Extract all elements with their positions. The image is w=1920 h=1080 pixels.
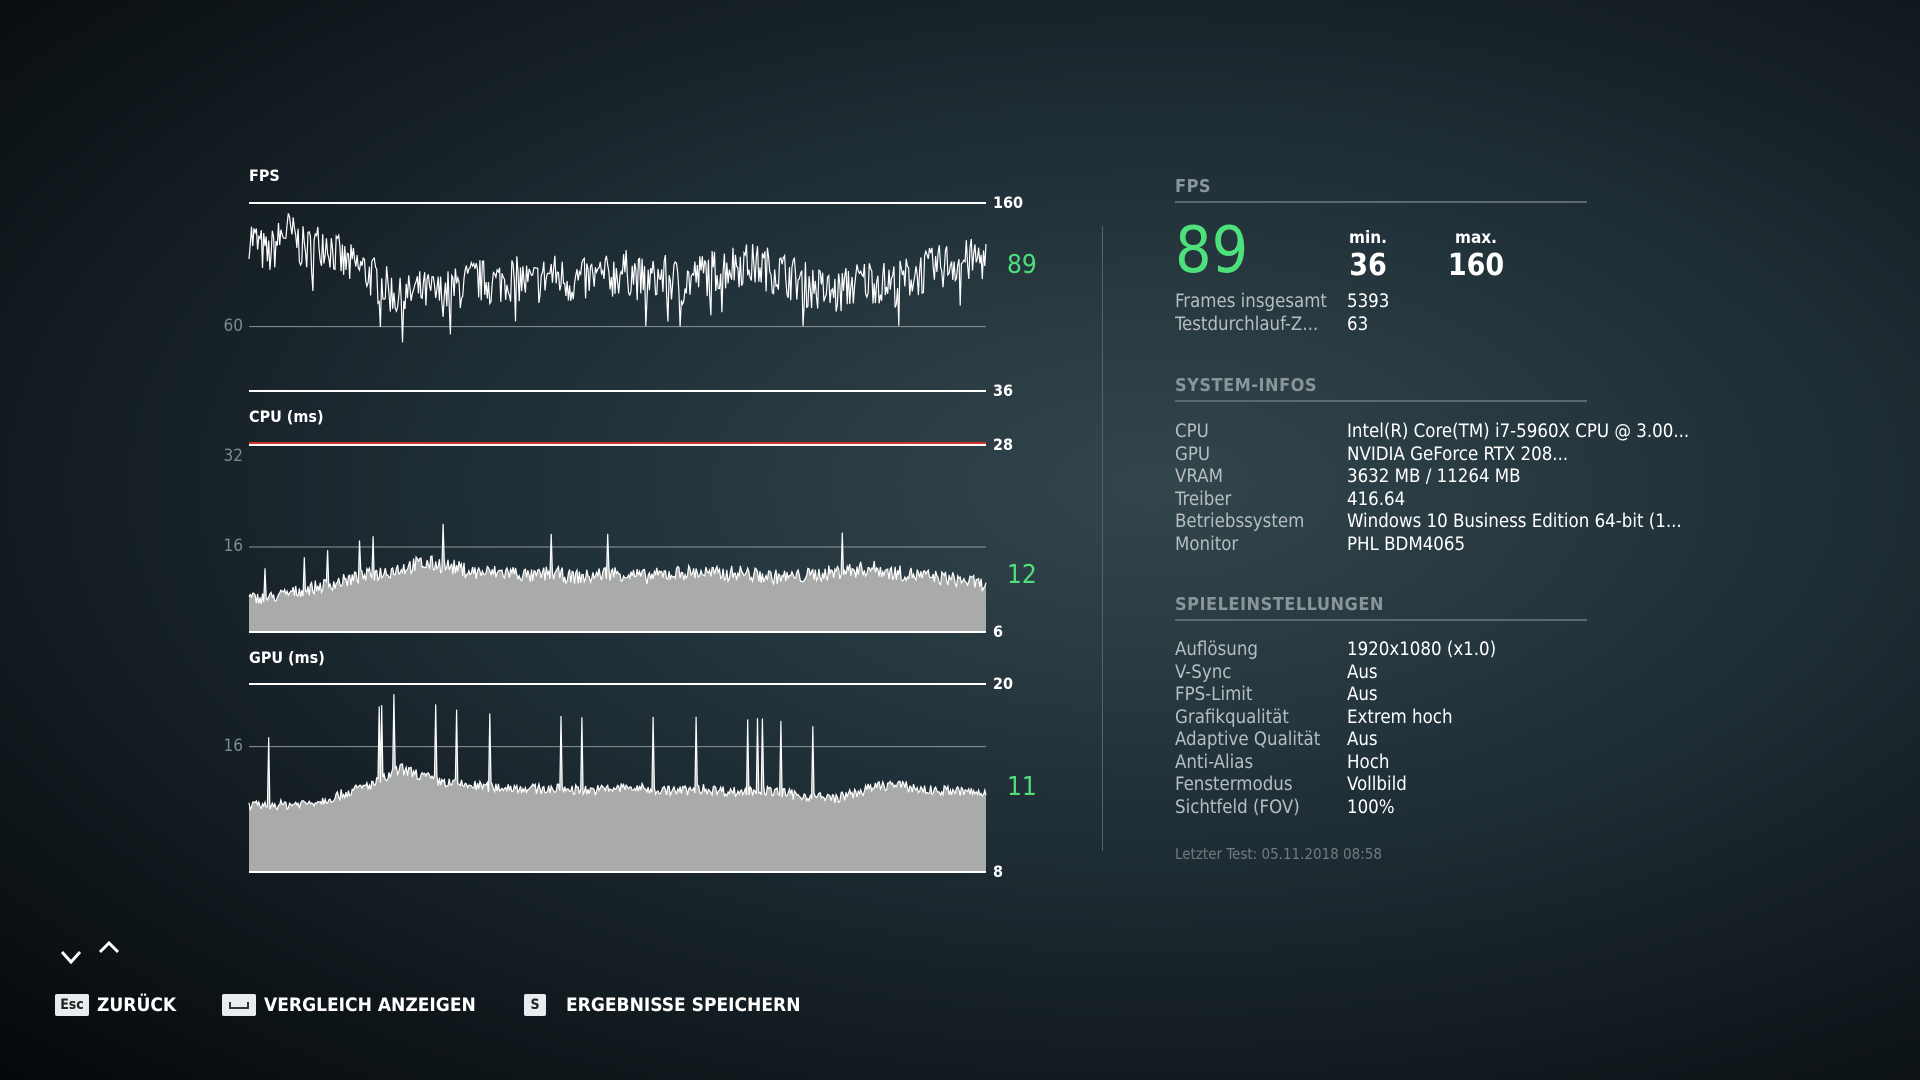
axis-min-label: 36: [993, 381, 1014, 400]
info-key: FPS-Limit: [1175, 684, 1253, 705]
info-row: VRAM 3632 MB / 11264 MB: [1175, 466, 1735, 489]
info-value: Hoch: [1347, 751, 1390, 773]
info-value: Aus: [1347, 684, 1378, 705]
axis-max-label: 160: [993, 193, 1024, 212]
info-value: PHL BDM4065: [1347, 533, 1466, 555]
info-value: Intel(R) Core(TM) i7-5960X CPU @ 3.00...: [1347, 421, 1690, 442]
info-key: Fenstermodus: [1175, 774, 1293, 795]
fps-section-title: FPS: [1175, 176, 1212, 197]
info-row: Treiber 416.64: [1175, 489, 1735, 512]
fps-average: 89: [1175, 214, 1249, 288]
compare-button[interactable]: VERGLEICH ANZEIGEN: [222, 994, 476, 1016]
info-row: FPS-Limit Aus: [1175, 684, 1735, 707]
info-key: VRAM: [1175, 466, 1223, 487]
game-settings-list: Auflösung 1920x1080 (x1.0) V-Sync Aus FPS-Li…: [1175, 639, 1735, 819]
series-area: [249, 523, 986, 632]
info-key: Monitor: [1175, 533, 1239, 555]
axis-max-label: 28: [993, 435, 1014, 454]
divider: [1102, 226, 1103, 851]
chart-plot: [248, 683, 987, 873]
info-value: Aus: [1347, 729, 1378, 750]
game-section-title: SPIELEINSTELLUNGEN: [1175, 594, 1384, 615]
axis-max-label: 20: [993, 674, 1014, 693]
info-value: NVIDIA GeForce RTX 208...: [1347, 443, 1569, 465]
scroll-arrows[interactable]: [58, 938, 128, 972]
chart-plot: [248, 202, 987, 392]
info-row: V-Sync Aus: [1175, 662, 1735, 685]
info-value: 416.64: [1347, 488, 1406, 510]
chevron-up-down-icon[interactable]: [58, 938, 128, 972]
current-value: 89: [1007, 249, 1037, 280]
system-info-list: CPU Intel(R) Core(TM) i7-5960X CPU @ 3.00…: [1175, 421, 1735, 556]
section-divider: [1175, 201, 1587, 203]
info-row: Anti-Alias Hoch: [1175, 752, 1735, 775]
info-row: Adaptive Qualität Aus: [1175, 729, 1735, 752]
chart-title: FPS: [249, 166, 280, 185]
info-value: 1920x1080 (x1.0): [1347, 639, 1497, 660]
info-value: Aus: [1347, 661, 1378, 683]
fps-stats: Frames insgesamt 5393 Testdurchlauf-Z... 6…: [1175, 291, 1735, 336]
info-key: CPU: [1175, 421, 1209, 442]
stat-row: Frames insgesamt 5393: [1175, 291, 1390, 312]
info-key: Sichtfeld (FOV): [1175, 796, 1300, 818]
info-value: 3632 MB / 11264 MB: [1347, 466, 1521, 487]
info-key: Adaptive Qualität: [1175, 729, 1321, 750]
space-key-icon: [222, 994, 256, 1016]
stat-row: Testdurchlauf-Z... 63: [1175, 313, 1369, 335]
info-value: 100%: [1347, 796, 1395, 818]
info-row: Betriebssystem Windows 10 Business Editio…: [1175, 511, 1735, 534]
save-label: ERGEBNISSE SPEICHERN: [566, 994, 801, 1016]
results-panel: FPS 89 min. 36 max. 160 Frames insgesamt…: [1175, 176, 1735, 863]
info-key: Treiber: [1175, 488, 1232, 510]
info-row: CPU Intel(R) Core(TM) i7-5960X CPU @ 3.00…: [1175, 421, 1735, 444]
system-section-title: SYSTEM-INFOS: [1175, 375, 1318, 396]
last-test: Letzter Test: 05.11.2018 08:58: [1175, 845, 1382, 863]
grid-label: 16: [223, 735, 243, 756]
chart-plot: [248, 442, 987, 633]
series-line: [248, 213, 987, 343]
grid-label: 60: [223, 315, 243, 336]
info-row: Grafikqualität Extrem hoch: [1175, 707, 1735, 730]
info-key: Anti-Alias: [1175, 751, 1254, 773]
section-divider: [1175, 400, 1587, 402]
series-line: [248, 694, 987, 812]
back-label: ZURÜCK: [97, 994, 177, 1016]
info-key: Grafikqualität: [1175, 706, 1289, 728]
info-value: Windows 10 Business Edition 64-bit (1...: [1347, 511, 1682, 532]
axis-min-label: 8: [993, 862, 1004, 881]
info-key: Auflösung: [1175, 639, 1258, 660]
esc-key-icon: Esc: [55, 994, 89, 1016]
current-value: 12: [1007, 560, 1037, 591]
info-value: Extrem hoch: [1347, 706, 1453, 728]
s-key-icon: S: [524, 994, 546, 1016]
fps-min-label: min.: [1349, 228, 1387, 248]
info-key: V-Sync: [1175, 661, 1232, 683]
section-divider: [1175, 619, 1587, 621]
chart-title: GPU (ms): [249, 648, 325, 667]
offscale-label: 32: [223, 446, 243, 466]
series-line: [248, 523, 987, 604]
axis-min-label: 6: [993, 622, 1004, 641]
info-value: Vollbild: [1347, 774, 1407, 795]
fps-min-value: 36: [1349, 248, 1387, 283]
save-results-button[interactable]: S ERGEBNISSE SPEICHERN: [524, 994, 801, 1016]
info-row: Auflösung 1920x1080 (x1.0): [1175, 639, 1735, 662]
info-row: Fenstermodus Vollbild: [1175, 774, 1735, 797]
fps-max-value: 160: [1447, 248, 1505, 283]
info-row: GPU NVIDIA GeForce RTX 208...: [1175, 444, 1735, 467]
info-row: Monitor PHL BDM4065: [1175, 534, 1735, 557]
series-area: [249, 694, 986, 872]
info-row: Sichtfeld (FOV) 100%: [1175, 797, 1735, 820]
compare-label: VERGLEICH ANZEIGEN: [264, 994, 476, 1016]
grid-label: 16: [223, 536, 243, 556]
info-key: GPU: [1175, 443, 1211, 465]
info-key: Betriebssystem: [1175, 511, 1305, 532]
fps-max-label: max.: [1455, 228, 1497, 248]
chart-title: CPU (ms): [249, 407, 324, 426]
back-button[interactable]: Esc ZURÜCK: [55, 994, 176, 1016]
current-value: 11: [1007, 771, 1037, 802]
